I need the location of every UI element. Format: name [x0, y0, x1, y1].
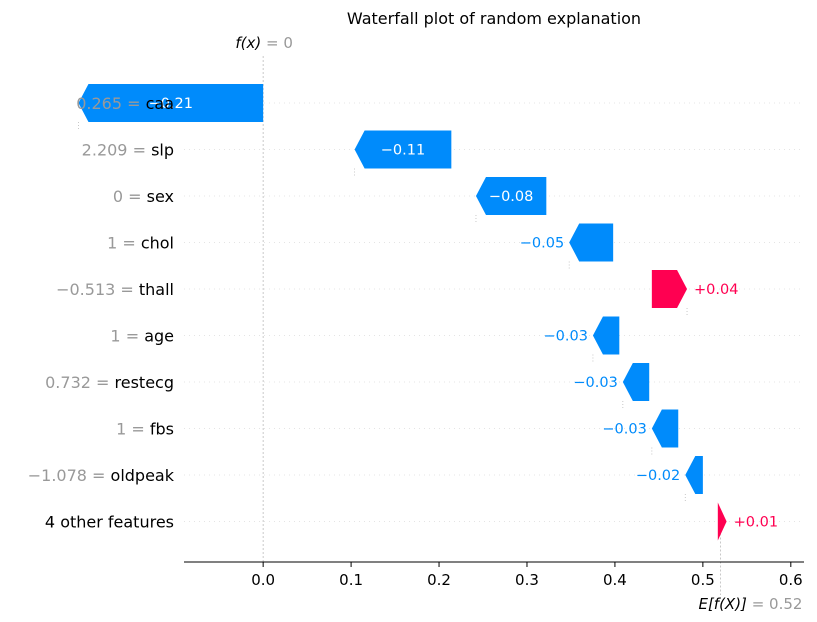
- x-tick-label: 0.3: [515, 571, 539, 589]
- waterfall-bar: [592, 316, 620, 355]
- feature-value: −1.078 =: [28, 466, 111, 485]
- x-tick-label: 0.4: [603, 571, 627, 589]
- bars-layer: [78, 84, 727, 541]
- waterfall-bar: [354, 130, 452, 169]
- expected-value-name: E[f(X)]: [698, 595, 747, 613]
- x-tick-label: 0.1: [339, 571, 363, 589]
- x-tick-label: 0.5: [691, 571, 715, 589]
- waterfall-bar: [717, 502, 727, 541]
- chart-title: Waterfall plot of random explanation: [347, 9, 641, 28]
- feature-value: 0.732 =: [45, 373, 114, 392]
- waterfall-bar: [78, 84, 264, 122]
- feature-name: 4 other features: [45, 513, 174, 532]
- feature-name: caa: [146, 94, 174, 113]
- start-value-label: f(x) = 0: [235, 34, 293, 52]
- bar-value-label: −0.03: [602, 422, 646, 438]
- feature-value: 2.209 =: [82, 141, 151, 160]
- feature-name: fbs: [150, 420, 174, 439]
- feature-label: 1 = fbs: [116, 420, 174, 439]
- waterfall-bar: [651, 270, 688, 308]
- feature-value: 0 =: [113, 187, 147, 206]
- feature-name: slp: [151, 141, 174, 160]
- feature-value: 1 =: [116, 420, 150, 439]
- bar-value-label: −0.11: [381, 143, 425, 159]
- bar-value-label: −0.02: [636, 468, 680, 484]
- feature-label: 0.732 = restecg: [45, 373, 174, 392]
- feature-label: 4 other features: [45, 513, 174, 532]
- bar-value-label: −0.03: [543, 329, 587, 345]
- waterfall-bar: [651, 409, 679, 448]
- bar-value-label: −0.05: [520, 236, 564, 252]
- feature-value: 0.265 =: [76, 94, 145, 113]
- feature-label: 0.265 = caa: [76, 94, 174, 113]
- feature-value: 1 =: [110, 327, 144, 346]
- waterfall-bar: [569, 223, 614, 262]
- feature-value: −0.513 =: [56, 280, 139, 299]
- x-tick-label: 0.6: [779, 571, 803, 589]
- start-value-number: = 0: [261, 34, 293, 52]
- waterfall-bar: [685, 456, 703, 494]
- x-tick-label: 0.2: [427, 571, 451, 589]
- feature-name: age: [144, 327, 174, 346]
- feature-label: −0.513 = thall: [56, 280, 174, 299]
- bar-value-label: −0.21: [149, 96, 193, 112]
- bar-value-label: −0.03: [573, 375, 617, 391]
- feature-name: oldpeak: [111, 466, 175, 485]
- feature-label: 0 = sex: [113, 187, 174, 206]
- feature-value: 1 =: [107, 234, 141, 253]
- feature-name: sex: [147, 187, 174, 206]
- start-value-name: f(x): [235, 34, 261, 52]
- x-tick-label: 0.0: [251, 571, 275, 589]
- expected-value-number: = 0.52: [747, 595, 803, 613]
- bar-value-label: −0.08: [489, 189, 533, 205]
- feature-name: chol: [141, 234, 174, 253]
- feature-label: 2.209 = slp: [82, 141, 174, 160]
- feature-label: 1 = age: [110, 327, 174, 346]
- feature-name: thall: [139, 280, 174, 299]
- feature-label: 1 = chol: [107, 234, 174, 253]
- waterfall-bar: [475, 177, 547, 215]
- bar-value-label: +0.01: [734, 515, 778, 531]
- feature-label: −1.078 = oldpeak: [28, 466, 175, 485]
- expected-value-label: E[f(X)] = 0.52: [698, 595, 802, 613]
- x-axis: 0.0 0.1 0.2 0.3 0.4 0.5 0.6: [184, 561, 804, 589]
- labels-layer: −0.210.265 = caa −0.11 2.209 = slp −0.08 0 =…: [28, 34, 803, 613]
- waterfall-bar: [622, 363, 650, 401]
- feature-name: restecg: [115, 373, 174, 392]
- bar-value-label: +0.04: [694, 282, 738, 298]
